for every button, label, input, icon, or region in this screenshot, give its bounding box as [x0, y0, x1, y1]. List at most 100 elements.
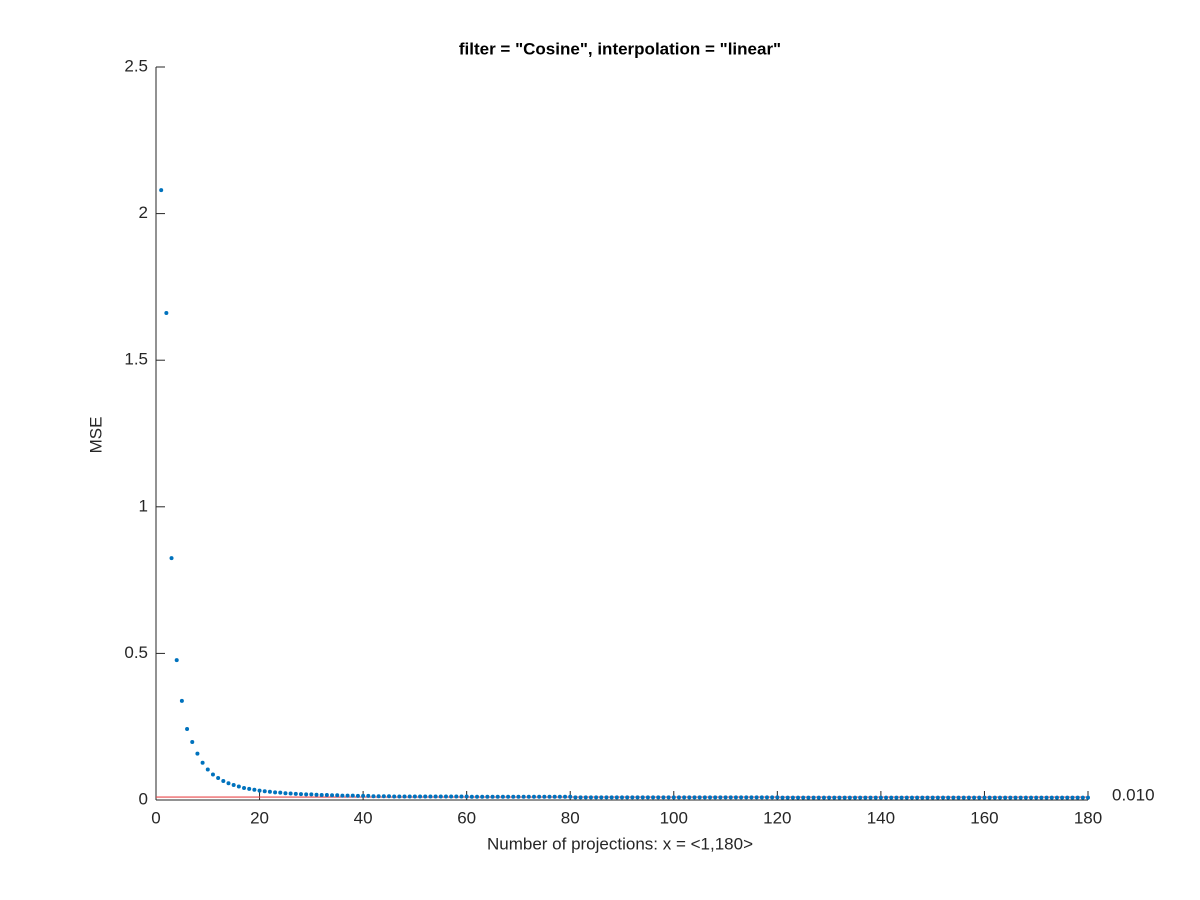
point	[1065, 795, 1070, 800]
point	[609, 795, 614, 800]
point	[387, 794, 391, 799]
point	[966, 795, 971, 800]
point	[868, 795, 873, 800]
point	[1044, 795, 1049, 800]
point	[780, 795, 785, 800]
point	[884, 795, 889, 800]
point	[987, 795, 992, 800]
point	[1013, 795, 1018, 800]
point	[1054, 795, 1059, 800]
y-tick-label: 1.5	[124, 350, 148, 369]
x-tick-label: 40	[354, 808, 373, 827]
point	[847, 795, 852, 800]
point	[205, 767, 210, 772]
point	[438, 794, 443, 799]
point	[335, 793, 340, 798]
point	[210, 772, 215, 777]
point	[588, 795, 593, 800]
point	[1086, 795, 1090, 800]
point	[361, 793, 366, 798]
point	[946, 795, 951, 800]
point	[863, 795, 868, 800]
point	[355, 793, 360, 798]
point	[185, 727, 190, 732]
point	[676, 795, 681, 800]
x-tick-label: 180	[1074, 808, 1102, 827]
point	[1039, 795, 1044, 800]
point	[625, 795, 630, 800]
point	[423, 794, 428, 799]
point	[1075, 795, 1080, 800]
point	[330, 793, 335, 798]
point	[216, 776, 221, 781]
point	[651, 795, 656, 800]
point	[599, 795, 604, 800]
point	[837, 795, 842, 800]
point	[1018, 795, 1023, 800]
y-tick-label: 0.5	[124, 643, 148, 662]
point	[247, 786, 252, 791]
threshold-label: 0.010	[1112, 786, 1155, 805]
point	[500, 794, 505, 799]
point	[1029, 795, 1034, 800]
point	[816, 795, 821, 800]
point	[169, 556, 174, 561]
point	[319, 793, 324, 798]
point	[236, 784, 241, 789]
point	[542, 794, 547, 799]
point	[252, 787, 257, 792]
point	[604, 795, 609, 800]
point	[412, 794, 417, 799]
point	[775, 795, 780, 800]
point	[366, 793, 371, 798]
point	[671, 795, 676, 800]
point	[480, 794, 485, 799]
point	[635, 795, 640, 800]
point	[935, 795, 940, 800]
y-tick-label: 2	[139, 203, 148, 222]
point	[392, 794, 397, 799]
point	[739, 795, 744, 800]
x-tick-label: 120	[763, 808, 791, 827]
point	[941, 795, 946, 800]
point	[288, 791, 293, 796]
point	[930, 795, 935, 800]
point	[785, 795, 790, 800]
point	[1008, 795, 1013, 800]
point	[925, 795, 930, 800]
point	[547, 794, 552, 799]
point	[226, 781, 231, 786]
point	[682, 795, 687, 800]
point	[728, 795, 733, 800]
point	[821, 795, 826, 800]
point	[956, 795, 961, 800]
point	[630, 795, 635, 800]
point	[904, 795, 909, 800]
point	[402, 794, 407, 799]
y-tick-label: 0	[139, 789, 148, 808]
point	[620, 795, 624, 800]
point	[511, 794, 516, 799]
point	[718, 795, 723, 800]
point	[764, 795, 769, 800]
point	[796, 795, 801, 800]
point	[267, 789, 272, 794]
point	[242, 785, 247, 790]
y-tick-label: 1	[139, 496, 148, 515]
point	[298, 792, 303, 797]
point	[997, 795, 1002, 800]
point	[200, 760, 205, 765]
point	[1049, 795, 1054, 800]
point	[754, 795, 759, 800]
x-tick-label: 140	[867, 808, 895, 827]
point	[190, 739, 195, 744]
point	[656, 795, 661, 800]
point	[283, 791, 288, 796]
point	[433, 794, 438, 799]
point	[915, 795, 920, 800]
point	[661, 795, 666, 800]
point	[770, 795, 775, 800]
point	[853, 795, 857, 800]
